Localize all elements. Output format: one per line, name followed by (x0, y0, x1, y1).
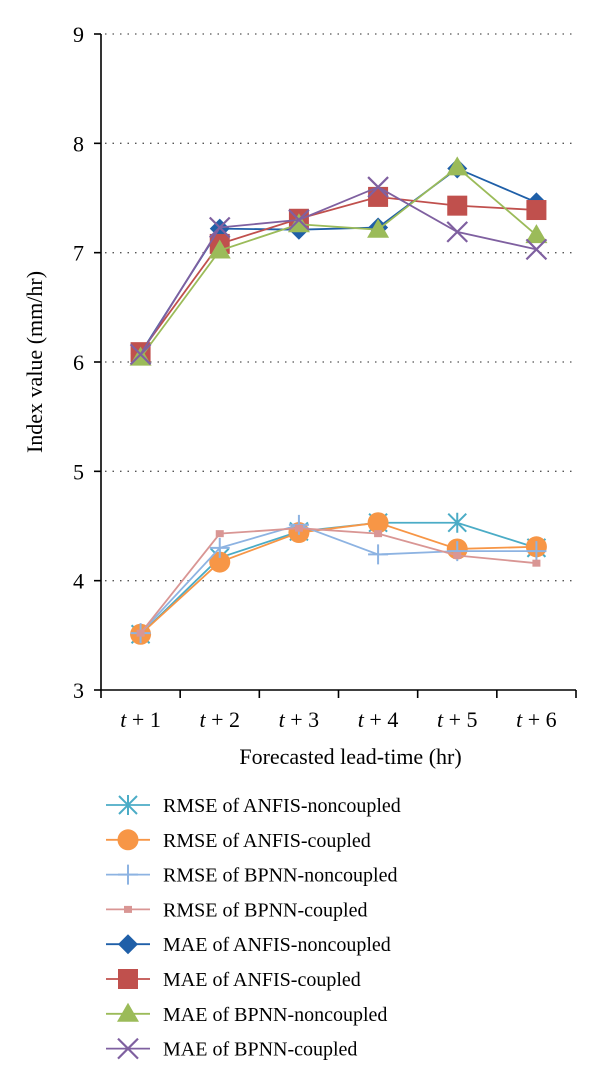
legend-label: RMSE of ANFIS-coupled (163, 830, 371, 852)
x-tick-label: t + 6 (516, 707, 557, 732)
data-point-asterisk (118, 795, 138, 815)
y-tick-label: 8 (73, 131, 84, 156)
y-tick-label: 6 (73, 350, 84, 375)
axes (94, 33, 577, 698)
legend-item: MAE of ANFIS-coupled (106, 969, 361, 991)
data-point-x (367, 176, 389, 198)
legend-item: RMSE of BPNN-coupled (106, 899, 367, 921)
legend-item: RMSE of ANFIS-coupled (106, 829, 371, 852)
data-point-small-square (453, 552, 462, 560)
x-tick-label: t + 5 (437, 707, 478, 732)
series-line (139, 195, 537, 353)
series-lines (129, 156, 548, 645)
legend-label: MAE of BPNN-noncoupled (163, 1004, 387, 1026)
data-point-small-square (374, 530, 383, 538)
y-tick-label: 3 (73, 678, 84, 703)
legend-label: RMSE of BPNN-noncoupled (163, 865, 397, 887)
x-tick-label: t + 3 (279, 707, 320, 732)
data-point-small-square (294, 524, 303, 532)
data-point-diamond (118, 934, 138, 955)
legend-label: MAE of BPNN-coupled (163, 1039, 357, 1061)
data-point-plus (526, 541, 547, 562)
legend-item: MAE of ANFIS-noncoupled (106, 934, 391, 956)
data-point-x (129, 343, 152, 366)
y-tick-label: 4 (73, 569, 84, 594)
data-point-small-square (136, 629, 145, 637)
x-tick-labels: t + 1 t + 2 t + 3 t + 4 t + 5 t + 6 (120, 707, 556, 732)
data-point-plus (209, 537, 230, 558)
data-point-square (447, 195, 468, 216)
data-point-triangle (446, 156, 469, 176)
x-axis-title: Forecasted lead-time (hr) (239, 744, 461, 769)
data-point-small-square (532, 559, 541, 567)
series-line (139, 166, 538, 359)
legend-label: RMSE of ANFIS-noncoupled (163, 795, 401, 817)
series-group (129, 176, 548, 366)
y-tick-labels: 3 4 5 6 7 8 9 (73, 22, 84, 703)
x-tick-label: t + 2 (199, 707, 240, 732)
data-point-plus (368, 544, 389, 565)
series-line (139, 521, 537, 635)
data-point-triangle (287, 213, 310, 233)
y-tick-label: 7 (73, 241, 84, 266)
y-axis-title: Index value (mm/hr) (22, 271, 47, 453)
data-point-x (525, 238, 548, 261)
data-point-triangle (525, 224, 548, 244)
legend-item: MAE of BPNN-coupled (106, 1037, 357, 1061)
legend-item: MAE of BPNN-noncoupled (106, 1002, 387, 1026)
data-point-asterisk (447, 512, 467, 533)
series-group (130, 512, 547, 645)
series-group (136, 524, 541, 637)
data-point-triangle (117, 1002, 139, 1022)
data-point-circle (117, 829, 139, 851)
y-tick-label: 5 (73, 459, 84, 484)
y-tick-label: 9 (73, 22, 84, 47)
legend-label: MAE of ANFIS-coupled (163, 969, 361, 991)
legend: RMSE of ANFIS-noncoupled RMSE of ANFIS-co… (106, 795, 401, 1061)
grid-lines (105, 33, 576, 582)
data-point-square (526, 200, 547, 221)
data-point-triangle (367, 218, 390, 238)
data-point-square (118, 969, 138, 989)
data-point-small-square (124, 905, 132, 913)
data-point-small-square (215, 530, 224, 538)
series-group (130, 186, 547, 363)
data-point-x (208, 216, 231, 239)
legend-item: RMSE of BPNN-noncoupled (106, 865, 397, 887)
series-group (130, 514, 547, 644)
data-point-circle (209, 551, 231, 573)
legend-label: RMSE of BPNN-coupled (163, 899, 367, 921)
data-point-x (288, 209, 310, 231)
series-line (139, 523, 537, 634)
data-point-x (446, 221, 469, 243)
x-tick-label: t + 1 (120, 707, 161, 732)
data-point-triangle (208, 239, 231, 259)
data-point-x (117, 1037, 139, 1060)
series-group (129, 156, 548, 366)
data-point-plus (118, 864, 138, 885)
series-line (139, 186, 537, 355)
x-tick-label: t + 4 (358, 707, 399, 732)
data-point-circle (367, 512, 389, 534)
legend-item: RMSE of ANFIS-noncoupled (106, 795, 401, 817)
legend-label: MAE of ANFIS-noncoupled (163, 934, 391, 956)
series-line (139, 527, 537, 634)
